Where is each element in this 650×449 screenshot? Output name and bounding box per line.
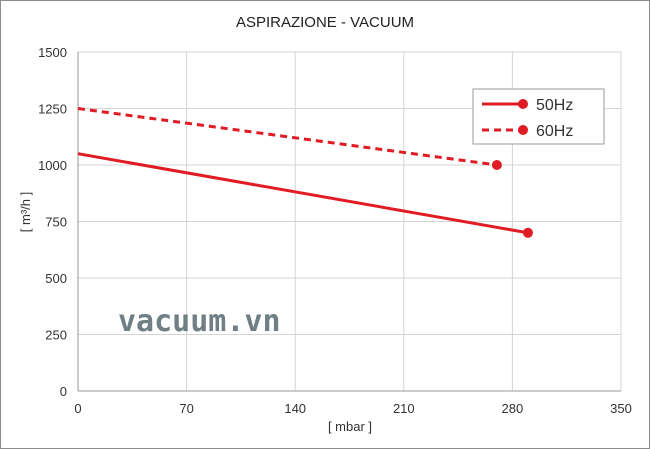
y-tick-label-1500: 1500 — [38, 45, 67, 60]
x-tick-label-280: 280 — [502, 401, 524, 416]
legend-60hz-label: 60Hz — [536, 123, 573, 140]
y-tick-label-500: 500 — [45, 271, 67, 286]
legend-60hz-marker — [518, 125, 528, 135]
legend: 50Hz 60Hz — [472, 88, 605, 145]
x-axis-label: [ mbar ] — [328, 419, 372, 434]
series-line-60hz — [77, 107, 498, 167]
watermark-text: vacuum.vn — [118, 304, 281, 339]
x-tick-label-140: 140 — [284, 401, 306, 416]
x-tick-label-210: 210 — [393, 401, 415, 416]
y-axis: 0 250 500 750 1000 1250 1500 — [38, 45, 67, 399]
legend-box — [472, 88, 605, 145]
y-tick-label-250: 250 — [45, 328, 67, 343]
legend-50hz-marker — [518, 99, 528, 109]
chart-title: ASPIRAZIONE - VACUUM — [236, 14, 414, 31]
y-tick-label-750: 750 — [45, 215, 67, 230]
y-tick-label-1250: 1250 — [38, 102, 67, 117]
series-line-50hz — [77, 152, 529, 235]
x-tick-label-70: 70 — [179, 401, 193, 416]
series-layer — [77, 107, 533, 238]
y-tick-label-0: 0 — [60, 384, 67, 399]
x-axis: 0 70 140 210 280 350 — [74, 401, 631, 416]
x-tick-label-0: 0 — [74, 401, 81, 416]
x-tick-label-350: 350 — [610, 401, 632, 416]
series-endpoint-50hz — [522, 227, 533, 238]
y-tick-label-1000: 1000 — [38, 158, 67, 173]
y-axis-label: [ m³/h ] — [18, 192, 33, 232]
series-endpoint-60hz — [491, 160, 502, 170]
legend-50hz-label: 50Hz — [536, 97, 573, 114]
